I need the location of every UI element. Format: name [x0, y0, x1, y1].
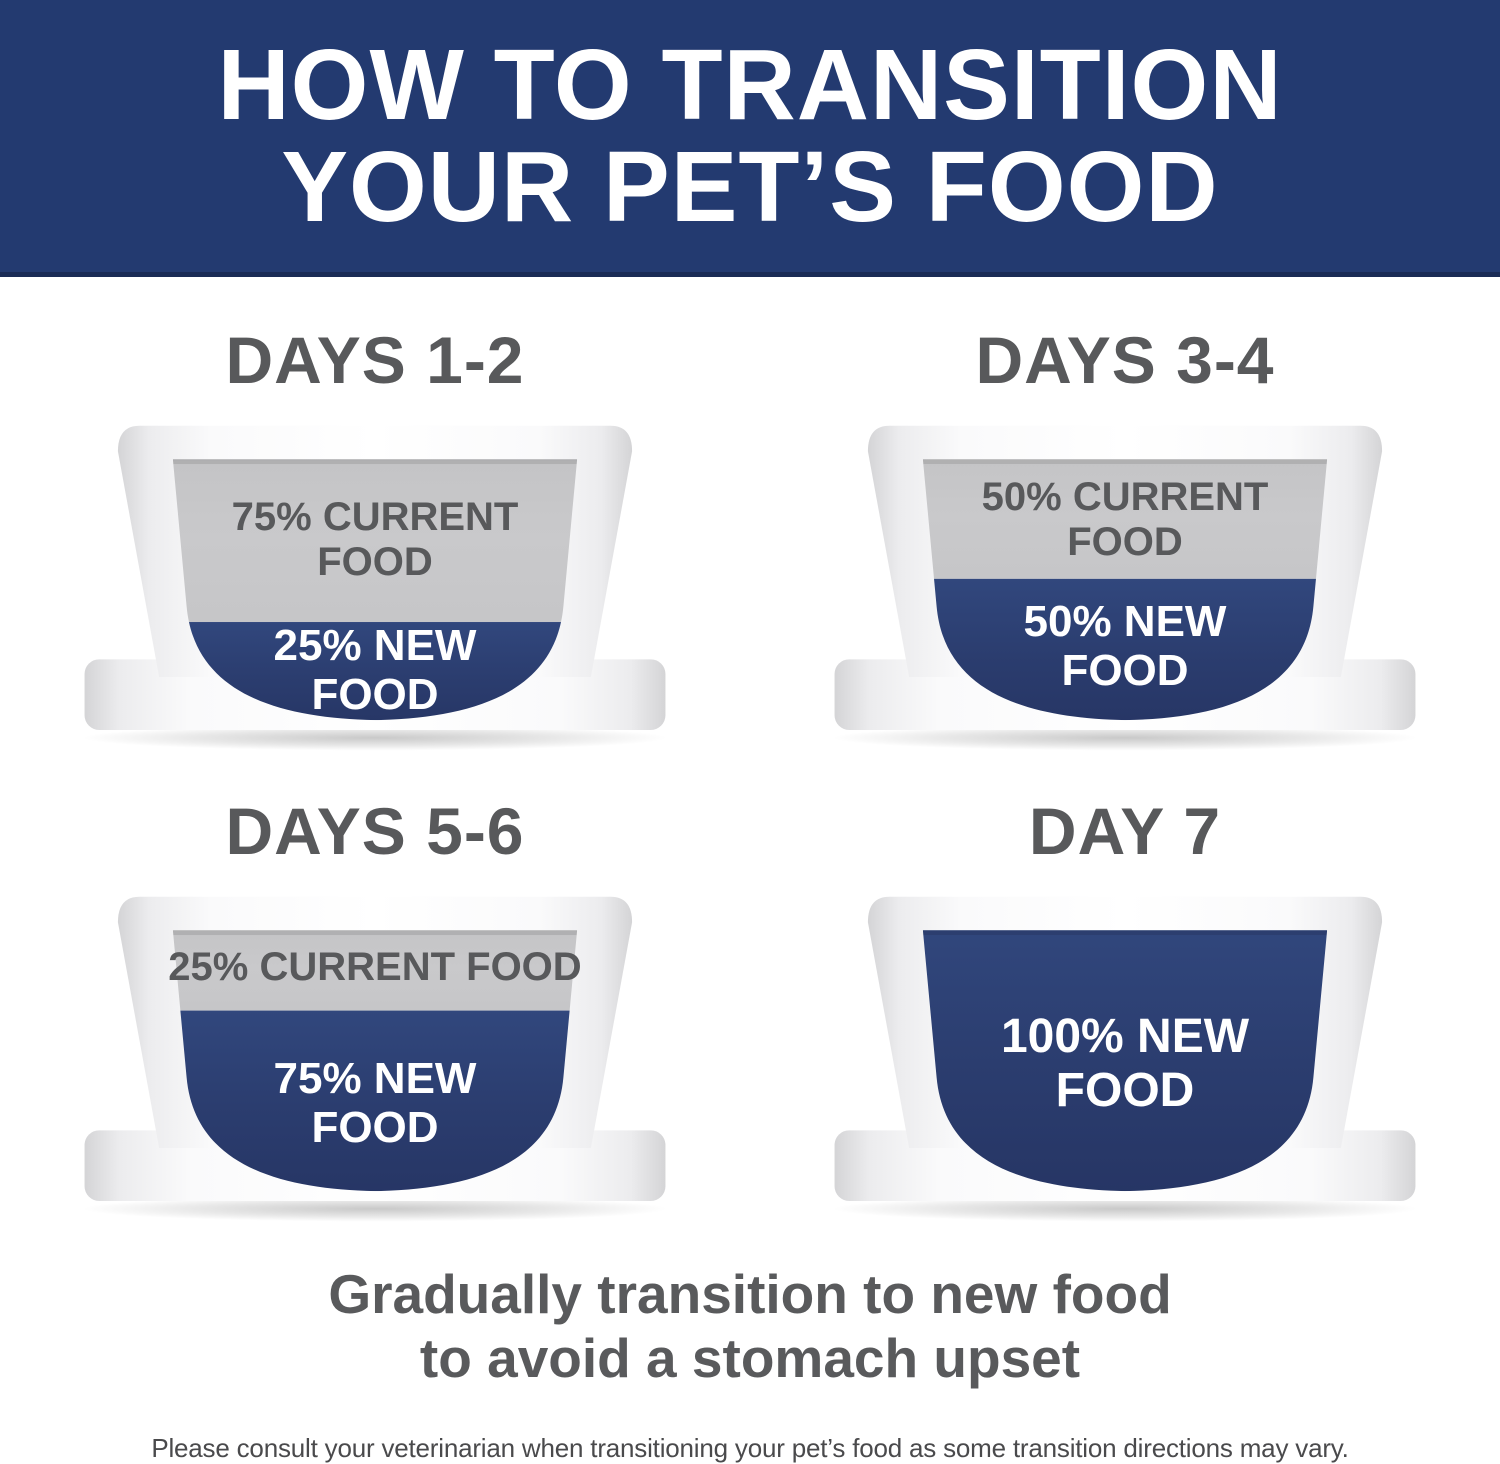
cavity-rim-shadow	[172, 929, 578, 935]
bowl-graphic	[832, 896, 1418, 1222]
current-food-fill	[172, 459, 578, 623]
step-title: DAYS 1-2	[225, 323, 525, 397]
header-banner: HOW TO TRANSITION YOUR PET’S FOOD	[0, 0, 1500, 277]
bowl-graphic	[82, 896, 668, 1222]
page-title-line1: HOW TO TRANSITION	[217, 29, 1283, 141]
bowl-shadow	[82, 1195, 668, 1222]
current-food-label: 75% CURRENT FOOD	[231, 495, 519, 585]
transition-steps-grid: DAYS 1-2 75% CURRENT FOOD 25% NEW FOOD	[0, 322, 1500, 1223]
new-food-label: 50% NEW FOOD	[1023, 596, 1227, 696]
bowl-cavity	[172, 929, 578, 1191]
bowl-days-3-4: 50% CURRENT FOOD 50% NEW FOOD	[811, 414, 1439, 753]
current-food-label: 25% CURRENT FOOD	[168, 945, 582, 990]
step-days-1-2: DAYS 1-2 75% CURRENT FOOD 25% NEW FOOD	[61, 322, 689, 753]
bowl-day-7: 100% NEW FOOD	[811, 885, 1439, 1224]
caption-text: Gradually transition to new food to avoi…	[328, 1263, 1172, 1389]
bowl-cavity	[922, 929, 1328, 1191]
footnote-text: Please consult your veterinarian when tr…	[151, 1432, 1349, 1463]
bowl-graphic	[832, 425, 1418, 751]
bowl-shadow	[82, 725, 668, 751]
bowl-graphic	[82, 425, 668, 751]
new-food-label: 100% NEW FOOD	[1000, 1009, 1250, 1117]
new-food-fill	[172, 1010, 578, 1191]
current-food-fill	[922, 459, 1328, 579]
cavity-rim-shadow	[172, 459, 578, 465]
bowl-days-5-6: 25% CURRENT FOOD 75% NEW FOOD	[61, 885, 689, 1224]
bowl-shadow	[832, 1195, 1418, 1222]
bowl-shadow	[832, 725, 1418, 751]
step-title: DAYS 5-6	[225, 793, 525, 868]
cavity-rim-shadow	[922, 929, 1328, 935]
step-day-7: DAY 7 100% NEW FOOD	[811, 793, 1439, 1224]
step-title: DAYS 3-4	[975, 323, 1275, 397]
page-title-line2: YOUR PET’S FOOD	[281, 131, 1219, 243]
cavity-rim-shadow	[922, 459, 1328, 465]
new-food-fill	[922, 929, 1328, 1191]
bowl-days-1-2: 75% CURRENT FOOD 25% NEW FOOD	[61, 414, 689, 753]
new-food-label: 25% NEW FOOD	[273, 620, 477, 719]
current-food-fill	[172, 929, 578, 1011]
new-food-label: 75% NEW FOOD	[273, 1053, 477, 1153]
step-title: DAY 7	[1028, 793, 1222, 868]
current-food-label: 50% CURRENT FOOD	[981, 474, 1269, 564]
step-days-3-4: DAYS 3-4 50% CURRENT FOOD 50% NEW FOOD	[811, 322, 1439, 753]
page-title: HOW TO TRANSITION YOUR PET’S FOOD	[217, 34, 1282, 238]
step-days-5-6: DAYS 5-6 25% CURRENT FOOD 75% NEW FOOD	[61, 793, 689, 1224]
